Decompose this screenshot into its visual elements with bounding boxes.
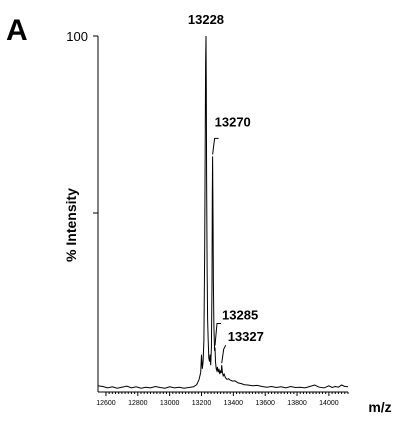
- peak-leader-line: [214, 323, 221, 346]
- chart-ticks: [93, 35, 349, 396]
- x-tick-label: 13600: [255, 400, 275, 407]
- chart-tick-labels: 100 12600 12800 13000 13200 13400 13600 13800 14…: [66, 29, 338, 407]
- peak-label: 13228: [188, 12, 224, 27]
- peak-annotations: 13228 13270 13285 13327: [188, 12, 264, 364]
- x-tick-label: 12800: [128, 400, 148, 407]
- x-axis-title: m/z: [368, 399, 391, 415]
- peak-label: 13285: [222, 308, 258, 323]
- spectrum-layer: [97, 35, 349, 389]
- peak-leader-line: [221, 344, 227, 364]
- x-tick-label: 14000: [319, 400, 339, 407]
- panel-label: A: [6, 14, 28, 47]
- spectrum-trace: [97, 35, 349, 389]
- x-tick-label: 12600: [96, 400, 116, 407]
- peak-label: 13327: [228, 329, 264, 344]
- y-axis-title: % Intensity: [63, 188, 79, 262]
- x-tick-label: 13000: [160, 400, 180, 407]
- peak-leader-line: [212, 137, 219, 155]
- chart-axes: [97, 36, 348, 393]
- x-tick-label: 13200: [192, 400, 212, 407]
- y-tick-label: 100: [66, 29, 88, 44]
- x-tick-label: 13400: [224, 400, 244, 407]
- peak-label: 13270: [215, 114, 251, 129]
- x-tick-label: 13800: [287, 400, 307, 407]
